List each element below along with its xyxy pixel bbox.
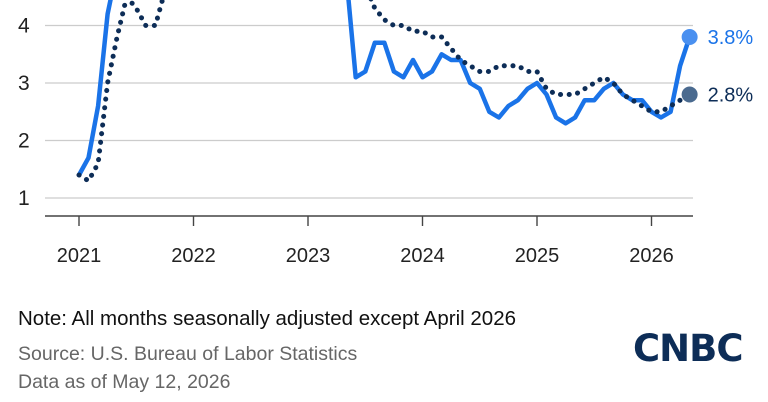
- y-tick-label-1: 1: [18, 187, 30, 210]
- y-tick-label-4: 4: [18, 15, 30, 38]
- y-tick-label-3: 3: [18, 72, 30, 95]
- data-as-of-date: Data as of May 12, 2026: [18, 371, 231, 393]
- x-axis: [45, 215, 693, 226]
- series-line-1: [76, 0, 692, 178]
- y-axis-tick-labels: 1 2 3 4: [18, 15, 30, 211]
- x-tick-label-2023: 2023: [286, 245, 331, 267]
- end-markers: 3.8% 2.8%: [681, 27, 754, 107]
- end-label-series-1: 3.8%: [708, 27, 754, 49]
- x-tick-label-2021: 2021: [57, 245, 102, 267]
- x-tick-label-2022: 2022: [171, 245, 216, 267]
- chart-note: Note: All months seasonally adjusted exc…: [18, 307, 516, 330]
- end-marker-series-1: [681, 29, 698, 45]
- y-tick-label-2: 2: [18, 130, 30, 153]
- end-marker-series-2: [681, 86, 698, 103]
- gridlines: [45, 24, 693, 199]
- x-tick-label-2025: 2025: [515, 245, 560, 267]
- x-tick-label-2024: 2024: [400, 245, 445, 267]
- cnbc-logo: CNBC: [633, 328, 751, 370]
- x-axis-tick-labels: 2021 2022 2023 2024 2025 2026: [57, 245, 674, 267]
- series-lines: [76, 0, 693, 184]
- chart-source: Source: U.S. Bureau of Labor Statistics: [18, 343, 358, 365]
- x-tick-label-2026: 2026: [629, 245, 674, 267]
- series-line-2: [76, 0, 693, 184]
- line-chart: 1 2 3 4 2021 2022 2023 2024 2025 2026 3.8% 2.8%: [18, 0, 754, 267]
- end-label-series-2: 2.8%: [708, 85, 754, 107]
- cnbc-logo-text: CNBC: [633, 327, 743, 370]
